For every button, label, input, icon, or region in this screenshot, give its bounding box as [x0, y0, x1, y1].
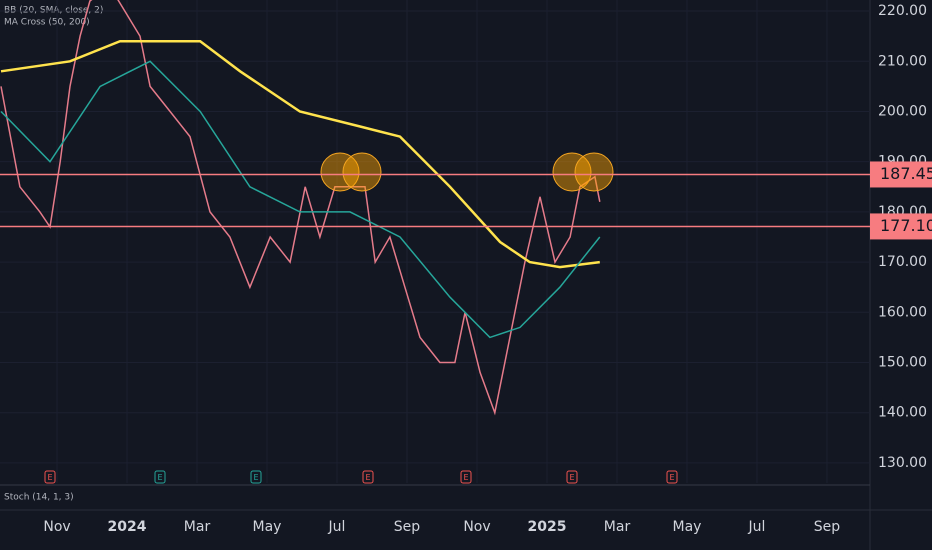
highlight-circle [320, 152, 360, 192]
earnings-marker [250, 470, 262, 484]
legend-item: MA Cross (50, 200) [4, 18, 90, 28]
x-tick-label: Nov [43, 519, 70, 535]
pane-label: Stoch (14, 1, 3) [4, 493, 74, 503]
earnings-marker [460, 470, 472, 484]
y-tick-label: 130.00 [878, 455, 927, 471]
highlight-circle [342, 152, 382, 192]
x-tick-label: Mar [604, 519, 631, 535]
earnings-marker [44, 470, 56, 484]
x-tick-label: 2024 [108, 519, 147, 535]
earnings-label: E [253, 473, 258, 482]
level-tag [870, 213, 932, 240]
earnings-label: E [669, 473, 674, 482]
x-tick-label: Mar [184, 519, 211, 535]
y-tick-label: 170.00 [878, 254, 927, 270]
earnings-marker [154, 470, 166, 484]
highlight-circle [552, 152, 592, 192]
x-tick-label: May [253, 519, 282, 535]
x-tick-label: 2025 [528, 519, 567, 535]
y-tick-label: 150.00 [878, 355, 927, 371]
earnings-marker [566, 470, 578, 484]
y-tick-label: 210.00 [878, 53, 927, 69]
earnings-label: E [157, 473, 162, 482]
y-tick-label: 160.00 [878, 304, 927, 320]
level-label: 177.10 [880, 216, 932, 235]
x-tick-label: Jul [748, 519, 766, 535]
plot-area [0, 0, 870, 483]
earnings-label: E [365, 473, 370, 482]
highlight-circle [574, 152, 614, 192]
level-tag [870, 161, 932, 188]
series-line [0, 39, 600, 269]
earnings-label: E [463, 473, 468, 482]
earnings-label: E [569, 473, 574, 482]
level-label: 187.45 [880, 164, 932, 183]
earnings-marker [362, 470, 374, 484]
y-tick-label: 200.00 [878, 103, 927, 119]
x-tick-label: Sep [394, 519, 421, 535]
earnings-marker [666, 470, 678, 484]
x-tick-label: May [673, 519, 702, 535]
x-tick-label: Jul [328, 519, 346, 535]
annotations [320, 152, 614, 192]
series-line [0, 60, 601, 339]
earnings-label: E [47, 473, 52, 482]
x-tick-label: Sep [814, 519, 841, 535]
x-tick-label: Nov [463, 519, 490, 535]
legend-item: BB (20, SMA, close, 2) [4, 6, 103, 16]
y-tick-label: 220.00 [878, 3, 927, 19]
y-tick-label: 140.00 [878, 405, 927, 421]
